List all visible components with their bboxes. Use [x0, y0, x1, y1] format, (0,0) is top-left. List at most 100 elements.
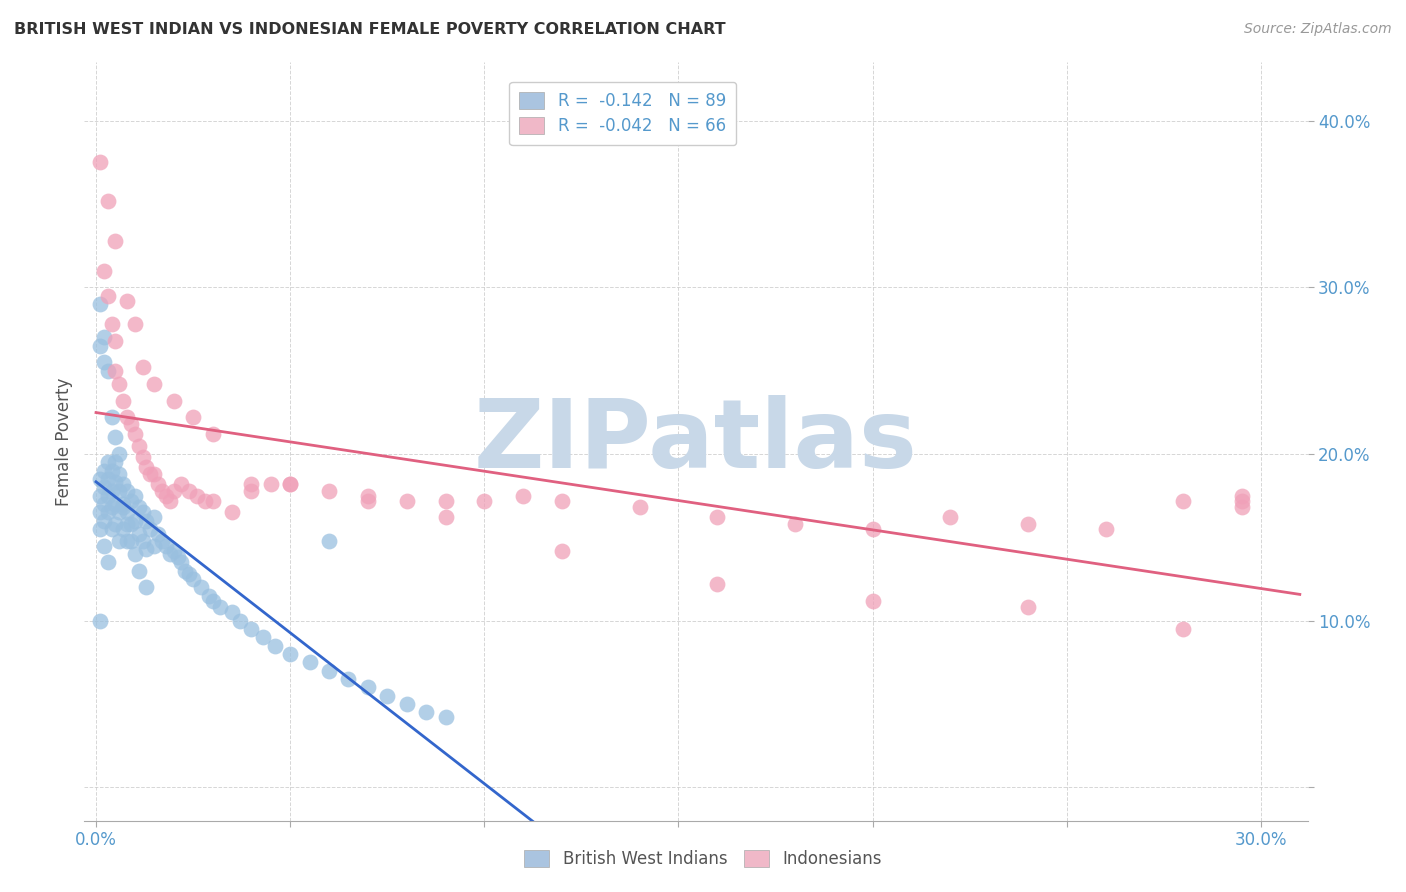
Point	[179, 483, 201, 498]
Point	[181, 572, 204, 586]
Point	[395, 493, 418, 508]
Point	[135, 460, 157, 475]
Point	[434, 493, 457, 508]
Point	[1230, 493, 1253, 508]
Point	[221, 505, 243, 519]
Point	[100, 410, 122, 425]
Point	[1094, 522, 1116, 536]
Point	[240, 477, 263, 491]
Legend: R =  -0.142   N = 89, R =  -0.042   N = 66: R = -0.142 N = 89, R = -0.042 N = 66	[509, 82, 735, 145]
Point	[163, 483, 186, 498]
Point	[1230, 500, 1253, 515]
Point	[108, 377, 131, 392]
Point	[135, 580, 157, 594]
Point	[706, 510, 728, 524]
Point	[115, 533, 138, 548]
Point	[124, 317, 146, 331]
Point	[1017, 600, 1039, 615]
Point	[472, 493, 495, 508]
Y-axis label: Female Poverty: Female Poverty	[55, 377, 73, 506]
Point	[1173, 622, 1195, 636]
Point	[104, 516, 127, 531]
Point	[221, 605, 243, 619]
Point	[108, 447, 131, 461]
Point	[108, 467, 131, 481]
Point	[155, 539, 177, 553]
Point	[93, 497, 115, 511]
Point	[104, 475, 127, 490]
Point	[104, 455, 127, 469]
Point	[252, 631, 274, 645]
Point	[415, 706, 437, 720]
Point	[89, 489, 111, 503]
Point	[318, 664, 340, 678]
Point	[228, 614, 250, 628]
Point	[179, 567, 201, 582]
Point	[97, 472, 120, 486]
Point	[89, 297, 111, 311]
Point	[104, 430, 127, 444]
Point	[298, 656, 321, 670]
Point	[93, 480, 115, 494]
Point	[115, 483, 138, 498]
Text: BRITISH WEST INDIAN VS INDONESIAN FEMALE POVERTY CORRELATION CHART: BRITISH WEST INDIAN VS INDONESIAN FEMALE…	[14, 22, 725, 37]
Point	[108, 505, 131, 519]
Point	[434, 510, 457, 524]
Point	[135, 514, 157, 528]
Point	[862, 522, 884, 536]
Point	[197, 589, 219, 603]
Point	[108, 533, 131, 548]
Point	[89, 472, 111, 486]
Point	[104, 334, 127, 348]
Point	[124, 514, 146, 528]
Point	[104, 497, 127, 511]
Point	[93, 330, 115, 344]
Point	[1173, 493, 1195, 508]
Point	[706, 577, 728, 591]
Point	[278, 647, 301, 661]
Point	[143, 539, 166, 553]
Point	[395, 697, 418, 711]
Point	[209, 600, 232, 615]
Point	[124, 489, 146, 503]
Text: ZIPatlas: ZIPatlas	[474, 395, 918, 488]
Point	[89, 505, 111, 519]
Point	[170, 477, 193, 491]
Point	[170, 555, 193, 569]
Point	[100, 522, 122, 536]
Point	[89, 614, 111, 628]
Point	[143, 510, 166, 524]
Point	[260, 477, 283, 491]
Point	[434, 710, 457, 724]
Point	[128, 564, 150, 578]
Point	[93, 355, 115, 369]
Point	[512, 489, 534, 503]
Point	[263, 639, 285, 653]
Point	[100, 464, 122, 478]
Legend: British West Indians, Indonesians: British West Indians, Indonesians	[517, 843, 889, 875]
Point	[112, 500, 135, 515]
Point	[115, 516, 138, 531]
Point	[551, 543, 574, 558]
Point	[131, 360, 153, 375]
Point	[120, 533, 142, 548]
Point	[128, 527, 150, 541]
Point	[97, 194, 120, 208]
Point	[159, 547, 181, 561]
Point	[89, 522, 111, 536]
Point	[159, 493, 181, 508]
Point	[100, 483, 122, 498]
Point	[97, 289, 120, 303]
Point	[139, 467, 162, 481]
Point	[112, 522, 135, 536]
Point	[551, 493, 574, 508]
Point	[124, 547, 146, 561]
Point	[112, 477, 135, 491]
Point	[1230, 489, 1253, 503]
Point	[115, 293, 138, 308]
Point	[143, 377, 166, 392]
Point	[93, 539, 115, 553]
Point	[150, 483, 173, 498]
Point	[181, 410, 204, 425]
Point	[357, 681, 380, 695]
